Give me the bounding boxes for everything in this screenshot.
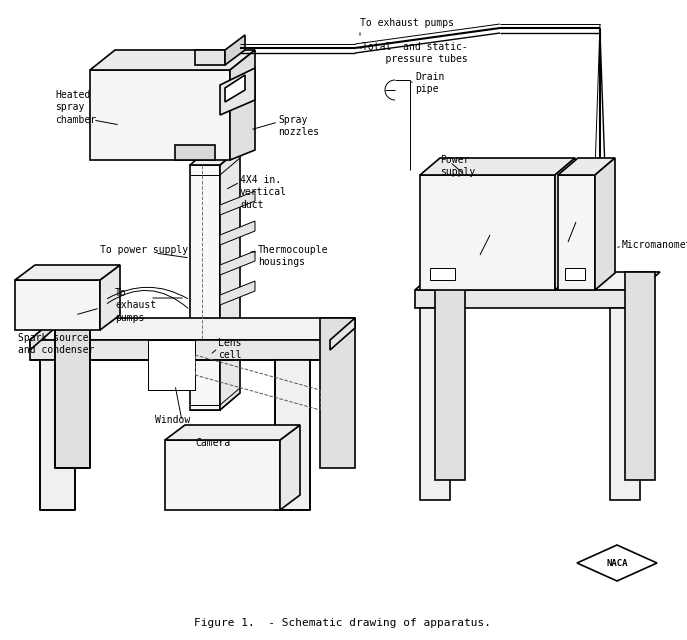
- Polygon shape: [55, 318, 90, 468]
- Text: Drain
pipe: Drain pipe: [415, 72, 444, 94]
- Text: Lens
cell: Lens cell: [218, 338, 242, 360]
- Polygon shape: [420, 175, 555, 290]
- Polygon shape: [148, 340, 195, 390]
- Polygon shape: [175, 145, 215, 160]
- Polygon shape: [565, 268, 585, 280]
- Polygon shape: [40, 360, 75, 510]
- Text: Spray
nozzles: Spray nozzles: [278, 115, 319, 138]
- Text: Heated
spray
chamber: Heated spray chamber: [55, 90, 96, 125]
- Polygon shape: [195, 50, 225, 65]
- Polygon shape: [165, 425, 300, 440]
- Polygon shape: [220, 148, 240, 410]
- Polygon shape: [430, 268, 455, 280]
- Text: Thermocouple
housings: Thermocouple housings: [258, 245, 328, 268]
- Polygon shape: [30, 318, 355, 340]
- Polygon shape: [595, 158, 615, 290]
- Polygon shape: [230, 50, 255, 160]
- Polygon shape: [275, 360, 310, 510]
- Polygon shape: [435, 272, 465, 480]
- Polygon shape: [330, 318, 355, 350]
- Text: Figure 1.  - Schematic drawing of apparatus.: Figure 1. - Schematic drawing of apparat…: [194, 618, 491, 628]
- Polygon shape: [30, 318, 55, 350]
- Text: 4X4 in.
vertical
duct: 4X4 in. vertical duct: [240, 175, 287, 210]
- Polygon shape: [610, 308, 640, 500]
- Text: Window: Window: [155, 415, 190, 425]
- Polygon shape: [220, 221, 255, 245]
- Polygon shape: [30, 340, 330, 360]
- Text: Power
supply: Power supply: [440, 155, 475, 177]
- Polygon shape: [165, 440, 280, 510]
- Text: Spark source
and condenser: Spark source and condenser: [18, 333, 94, 355]
- Text: To exhaust pumps: To exhaust pumps: [360, 18, 454, 28]
- Polygon shape: [415, 272, 660, 290]
- Polygon shape: [555, 158, 575, 290]
- Text: To
exhaust
pumps: To exhaust pumps: [115, 288, 156, 323]
- Polygon shape: [225, 75, 245, 102]
- Polygon shape: [225, 35, 245, 65]
- Polygon shape: [220, 68, 255, 115]
- Polygon shape: [100, 265, 120, 330]
- Polygon shape: [415, 290, 640, 308]
- Text: Micromanometer: Micromanometer: [622, 240, 687, 250]
- Polygon shape: [190, 148, 240, 165]
- Polygon shape: [220, 251, 255, 275]
- Polygon shape: [190, 165, 220, 410]
- Polygon shape: [90, 70, 230, 160]
- Polygon shape: [558, 175, 595, 290]
- Text: Camera: Camera: [195, 438, 230, 448]
- Text: To power supply: To power supply: [100, 245, 188, 255]
- Polygon shape: [15, 265, 120, 280]
- Polygon shape: [420, 308, 450, 500]
- Text: NACA: NACA: [606, 559, 628, 568]
- Text: Total- and static-
    pressure tubes: Total- and static- pressure tubes: [362, 42, 468, 65]
- Polygon shape: [577, 545, 657, 581]
- Polygon shape: [280, 425, 300, 510]
- Polygon shape: [15, 280, 100, 330]
- Polygon shape: [558, 158, 615, 175]
- Polygon shape: [625, 272, 655, 480]
- Polygon shape: [320, 318, 355, 468]
- Polygon shape: [90, 50, 255, 70]
- Polygon shape: [420, 158, 575, 175]
- Polygon shape: [220, 191, 255, 215]
- Polygon shape: [220, 281, 255, 305]
